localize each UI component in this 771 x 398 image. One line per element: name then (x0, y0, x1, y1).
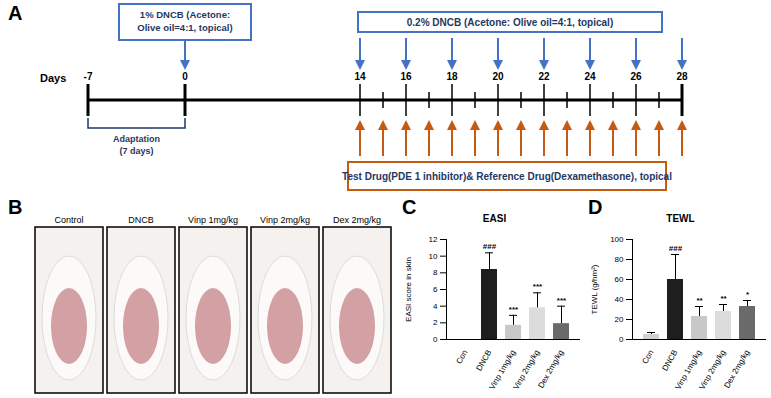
html-text:A: A (8, 2, 23, 24)
svg-text:-7: -7 (84, 71, 93, 82)
svg-text:EASI score in skin: EASI score in skin (404, 257, 413, 322)
svg-text:26: 26 (630, 71, 642, 82)
svg-text:10: 10 (429, 252, 438, 261)
svg-text:***: *** (557, 296, 567, 305)
svg-text:Vinp 2mg/kg: Vinp 2mg/kg (511, 348, 542, 392)
html-text:Control: Control (54, 215, 84, 225)
svg-text:20: 20 (615, 315, 624, 324)
svg-text:12: 12 (429, 235, 438, 244)
svg-text:8: 8 (433, 268, 438, 277)
svg-text:Adaptation: Adaptation (113, 134, 160, 144)
svg-text:DNCB: DNCB (660, 348, 679, 372)
html-text:EASI: EASI (482, 213, 507, 224)
svg-text:6: 6 (433, 285, 438, 294)
html-text:Dex 2mg/kg: Dex 2mg/kg (333, 215, 381, 225)
svg-text:22: 22 (538, 71, 550, 82)
svg-text:TEWL (g/hm²): TEWL (g/hm²) (590, 264, 599, 314)
svg-text:14: 14 (354, 71, 366, 82)
svg-text:0.2% DNCB (Acetone: Olive oil=: 0.2% DNCB (Acetone: Olive oil=4:1, topic… (407, 17, 613, 28)
svg-text:Vinp 1mg/kg: Vinp 1mg/kg (673, 348, 704, 392)
svg-text:Vinp 1mg/kg: Vinp 1mg/kg (487, 348, 518, 392)
html-text:DNCB: DNCB (128, 215, 154, 225)
svg-text:100: 100 (610, 235, 624, 244)
svg-text:18: 18 (446, 71, 458, 82)
svg-text:***: *** (533, 282, 543, 291)
svg-text:0: 0 (433, 335, 438, 344)
html-text:C: C (402, 196, 417, 218)
svg-text:###: ### (669, 244, 683, 253)
svg-text:20: 20 (492, 71, 504, 82)
svg-text:**: ** (696, 296, 703, 305)
svg-text:Olive oil=4:1, topical): Olive oil=4:1, topical) (137, 22, 232, 33)
svg-text:28: 28 (676, 71, 688, 82)
svg-text:(7 days): (7 days) (119, 146, 153, 156)
svg-text:40: 40 (615, 295, 624, 304)
svg-text:*: * (746, 290, 750, 299)
svg-text:Con: Con (640, 348, 655, 365)
svg-text:24: 24 (584, 71, 596, 82)
svg-text:Dex 2mg/kg: Dex 2mg/kg (536, 348, 565, 389)
svg-text:0: 0 (619, 335, 624, 344)
svg-text:4: 4 (433, 302, 438, 311)
svg-text:Dex 2mg/kg: Dex 2mg/kg (722, 348, 751, 389)
svg-text:60: 60 (615, 275, 624, 284)
html-text:Vinp 1mg/kg: Vinp 1mg/kg (188, 215, 238, 225)
svg-text:2: 2 (433, 318, 438, 327)
html-text:D: D (588, 196, 603, 218)
html-text:Vinp 2mg/kg: Vinp 2mg/kg (260, 215, 310, 225)
html-text:B: B (8, 196, 23, 218)
svg-text:***: *** (509, 305, 519, 314)
svg-text:0: 0 (182, 71, 188, 82)
svg-text:DNCB: DNCB (474, 348, 493, 372)
svg-text:Vinp 2mg/kg: Vinp 2mg/kg (697, 348, 728, 392)
svg-text:Test Drug(PDE 1 inhibitor)& Re: Test Drug(PDE 1 inhibitor)& Reference Dr… (342, 171, 672, 182)
svg-text:80: 80 (615, 255, 624, 264)
svg-text:###: ### (483, 242, 497, 251)
svg-text:16: 16 (400, 71, 412, 82)
svg-text:1% DNCB (Acetone:: 1% DNCB (Acetone: (140, 9, 230, 20)
svg-text:Days: Days (40, 72, 66, 84)
svg-text:**: ** (720, 294, 727, 303)
svg-text:Con: Con (454, 348, 469, 365)
html-text:TEWL: TEWL (666, 213, 695, 224)
